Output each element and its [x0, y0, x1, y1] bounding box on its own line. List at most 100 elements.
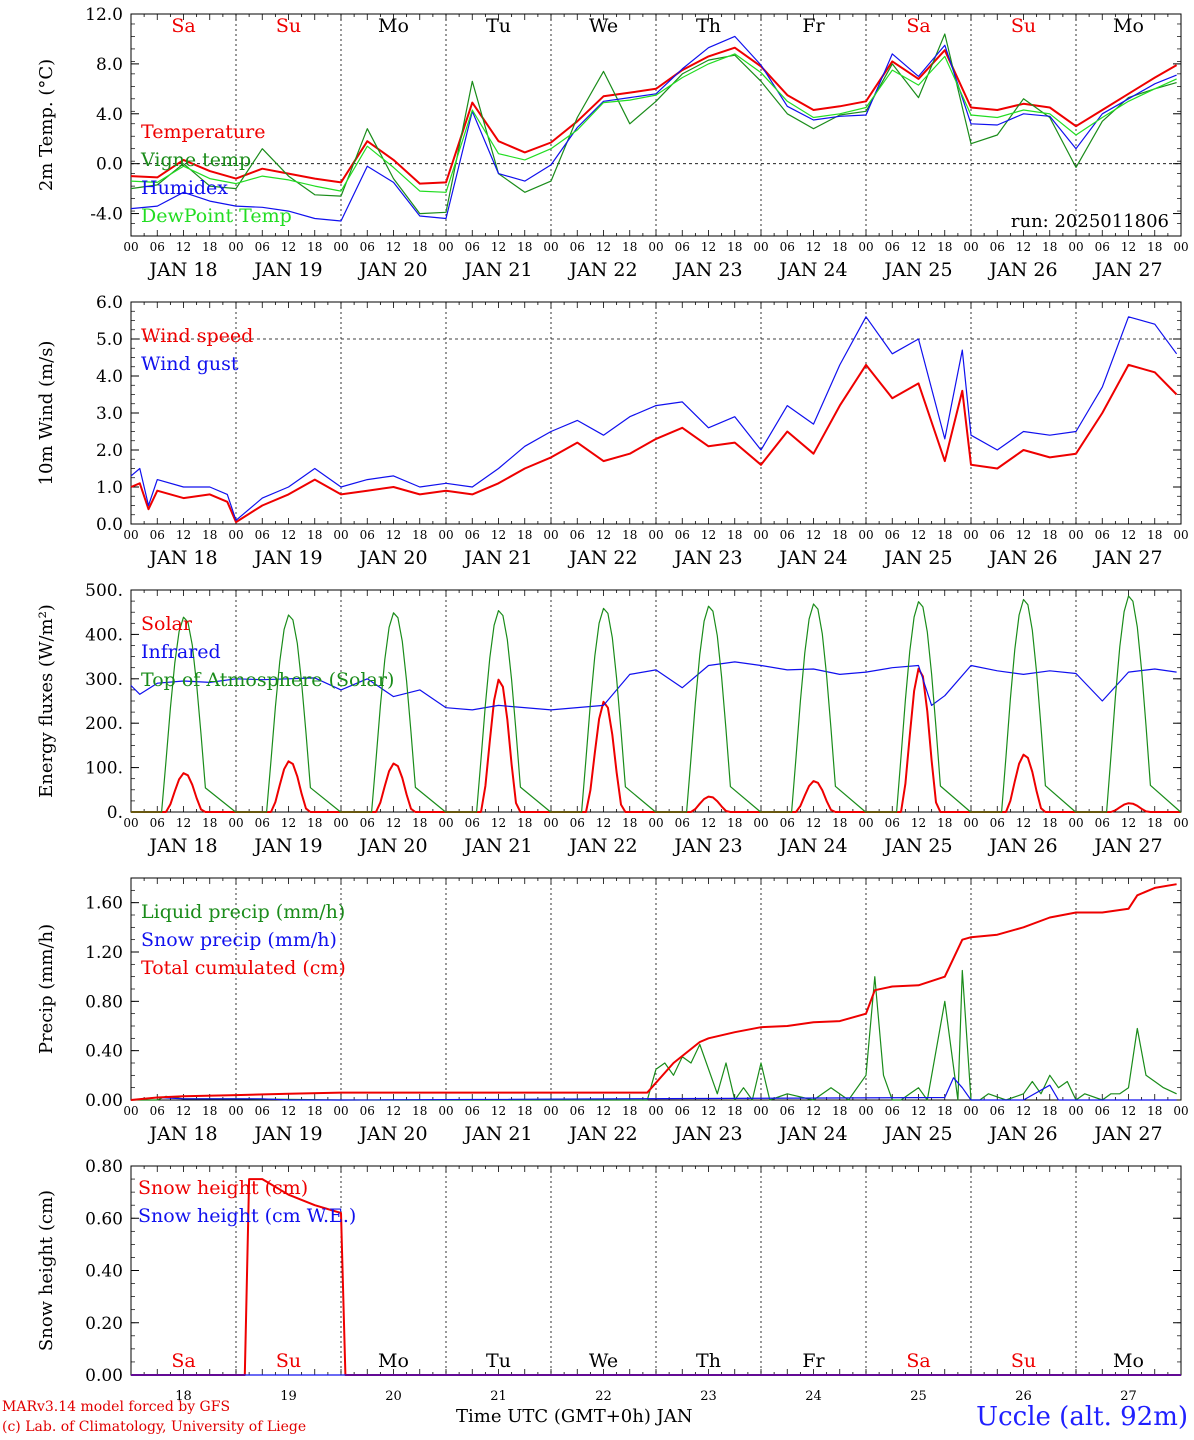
date-label: JAN 24: [777, 1123, 847, 1145]
lab-credit: (c) Lab. of Climatology, University of L…: [2, 1419, 307, 1435]
day-of-week-label: We: [589, 1350, 618, 1372]
day-number-label: 24: [805, 1389, 822, 1404]
hour-tick-label: 12: [1016, 816, 1031, 830]
hour-tick-label: 06: [990, 240, 1005, 254]
hour-tick-label: 18: [517, 1104, 532, 1118]
date-label: JAN 22: [567, 547, 637, 569]
date-label: JAN 19: [252, 835, 322, 857]
hour-tick-label: 00: [333, 816, 348, 830]
hour-tick-label: 18: [517, 816, 532, 830]
y-tick-label: 0.: [107, 803, 123, 823]
day-of-week-label: We: [589, 15, 618, 37]
y-axis-label: 10m Wind (m/s): [36, 341, 57, 486]
hour-tick-label: 12: [491, 240, 506, 254]
hour-tick-label: 12: [701, 816, 716, 830]
hour-tick-label: 00: [1173, 1104, 1188, 1118]
hour-tick-label: 00: [333, 1104, 348, 1118]
hour-tick-label: 00: [438, 816, 453, 830]
y-tick-label: 300.: [85, 670, 123, 690]
hour-tick-label: 18: [202, 240, 217, 254]
series-line-2: [130, 661, 1177, 711]
hour-tick-label: 06: [150, 816, 165, 830]
hour-tick-label: 00: [963, 240, 978, 254]
hour-tick-label: 06: [885, 528, 900, 542]
run-annotation: run: 2025011806: [1011, 211, 1169, 232]
panel-5: 0.00 0.20 0.40 0.60 0.80 Snow height (cm) Snow…: [36, 1157, 1182, 1404]
day-of-week-label: Fr: [802, 1350, 825, 1372]
hour-tick-label: 06: [465, 528, 480, 542]
series-line-3: [130, 883, 1177, 1101]
hour-tick-label: 06: [570, 528, 585, 542]
hour-tick-label: 12: [596, 816, 611, 830]
series-line-1: [131, 1178, 1181, 1376]
y-tick-label: 1.0: [96, 478, 123, 498]
y-tick-label: 1.60: [85, 894, 123, 914]
hour-tick-label: 18: [622, 1104, 637, 1118]
day-number-label: 26: [1015, 1389, 1032, 1404]
date-label: JAN 24: [777, 547, 847, 569]
date-label: JAN 21: [462, 835, 532, 857]
legend-entry: Solar: [141, 613, 193, 635]
hour-tick-label: 18: [622, 816, 637, 830]
day-of-week-label: Mo: [378, 1350, 409, 1372]
y-tick-label: 0.20: [85, 1314, 123, 1334]
hour-tick-label: 18: [202, 816, 217, 830]
date-label: JAN 18: [147, 835, 217, 857]
hour-tick-label: 12: [176, 1104, 191, 1118]
date-label: JAN 23: [672, 1123, 742, 1145]
day-number-label: 19: [280, 1389, 297, 1404]
day-number-label: 27: [1120, 1389, 1137, 1404]
hour-tick-label: 12: [1121, 528, 1136, 542]
legend-entry: Snow precip (mm/h): [141, 929, 337, 951]
hour-tick-label: 00: [858, 816, 873, 830]
hour-tick-label: 06: [255, 240, 270, 254]
legend-entry: Total cumulated (cm): [141, 957, 346, 979]
hour-tick-label: 00: [438, 240, 453, 254]
hour-tick-label: 00: [543, 816, 558, 830]
hour-tick-label: 18: [727, 240, 742, 254]
hour-tick-label: 12: [176, 816, 191, 830]
hour-tick-label: 12: [281, 528, 296, 542]
hour-tick-label: 18: [517, 240, 532, 254]
hour-tick-label: 06: [360, 240, 375, 254]
y-tick-label: 0.00: [85, 1091, 123, 1111]
date-label: JAN 27: [1092, 547, 1162, 569]
hour-tick-label: 00: [228, 528, 243, 542]
hour-tick-label: 06: [990, 816, 1005, 830]
hour-tick-label: 12: [491, 816, 506, 830]
day-of-week-label: Sa: [171, 1350, 195, 1372]
hour-tick-label: 12: [281, 240, 296, 254]
legend-entry: Top of Atmosphere (Solar): [141, 669, 394, 691]
date-label: JAN 22: [567, 835, 637, 857]
panel-3: 0. 100. 200. 300. 400. 500. Energy fluxes (W/m…: [36, 581, 1189, 857]
y-tick-label: -4.0: [90, 205, 123, 225]
series-line-3: [131, 595, 1182, 813]
hour-tick-label: 18: [412, 528, 427, 542]
y-tick-label: 5.0: [96, 330, 123, 350]
series-line-2: [130, 1077, 1177, 1101]
y-tick-label: 200.: [85, 714, 123, 734]
hour-tick-label: 12: [806, 528, 821, 542]
day-number-label: 20: [385, 1389, 402, 1404]
day-number-label: 25: [910, 1389, 927, 1404]
hour-tick-label: 00: [333, 528, 348, 542]
hour-tick-label: 18: [727, 816, 742, 830]
y-tick-label: 1.20: [85, 943, 123, 963]
hour-tick-label: 18: [937, 528, 952, 542]
hour-tick-label: 06: [675, 816, 690, 830]
series-line-3: [130, 35, 1177, 222]
legend-entry: Liquid precip (mm/h): [141, 901, 345, 923]
hour-tick-label: 06: [465, 240, 480, 254]
hour-tick-label: 00: [1173, 240, 1188, 254]
hour-tick-label: 00: [648, 240, 663, 254]
hour-tick-label: 00: [648, 816, 663, 830]
hour-tick-label: 00: [753, 528, 768, 542]
hour-tick-label: 06: [1095, 528, 1110, 542]
date-label: JAN 26: [987, 835, 1057, 857]
hour-tick-label: 06: [255, 816, 270, 830]
model-credit: MARv3.14 model forced by GFS: [2, 1399, 231, 1415]
y-tick-label: 8.0: [96, 55, 123, 75]
hour-tick-label: 06: [675, 528, 690, 542]
day-number-label: 23: [700, 1389, 717, 1404]
